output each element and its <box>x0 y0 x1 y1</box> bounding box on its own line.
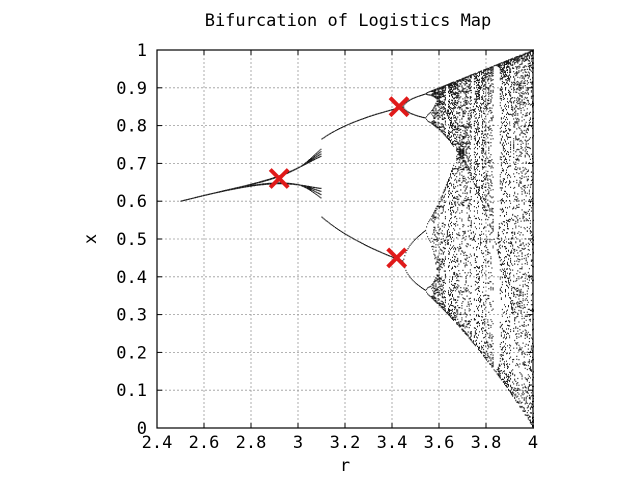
y-tick-label: 0.7 <box>116 154 147 174</box>
x-tick-label: 2.6 <box>189 433 220 453</box>
y-tick-label: 0.9 <box>116 79 147 99</box>
axis-ticks: 2.4 2.6 2.8 3 3.2 3.4 3.6 3.8 4 0 0.1 0.2 0.3 0.4 0.5 0… <box>116 41 538 453</box>
x-axis-label: r <box>340 456 350 476</box>
x-marker-2 <box>388 96 410 118</box>
x-tick-label: 3 <box>293 433 303 453</box>
chart-title: Bifurcation of Logistics Map <box>205 11 492 31</box>
x-tick-label: 3.2 <box>330 433 361 453</box>
y-tick-label: 0.2 <box>116 343 147 363</box>
x-tick-label: 3.8 <box>471 433 502 453</box>
x-tick-label: 4 <box>528 433 538 453</box>
y-tick-label: 0.3 <box>116 306 147 326</box>
y-tick-label: 1 <box>137 41 147 61</box>
y-axis-label: x <box>81 234 101 244</box>
y-tick-label: 0.8 <box>116 117 147 137</box>
y-tick-label: 0.5 <box>116 230 147 250</box>
bifurcation-series <box>180 49 534 429</box>
x-marker-3 <box>386 247 408 269</box>
x-tick-label: 3.4 <box>377 433 408 453</box>
x-tick-label: 3.6 <box>424 433 455 453</box>
annotation-markers <box>268 96 410 269</box>
y-tick-label: 0.1 <box>116 381 147 401</box>
x-tick-label: 2.4 <box>142 433 173 453</box>
y-tick-label: 0.4 <box>116 268 147 288</box>
y-tick-label: 0.6 <box>116 192 147 212</box>
x-tick-label: 2.8 <box>236 433 267 453</box>
bifurcation-points <box>180 49 534 429</box>
x-marker-1 <box>268 168 290 189</box>
y-tick-label: 0 <box>137 419 147 439</box>
